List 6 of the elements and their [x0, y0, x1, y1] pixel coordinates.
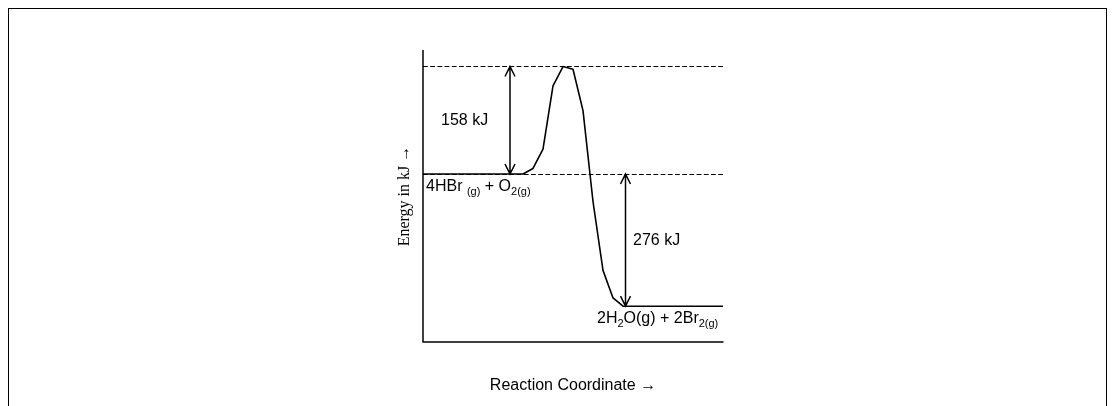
annotation: 2H$_{2}$O(g) + 2Br$_{2(g)}$	[597, 309, 719, 330]
y-axis-title: Energy in kJ →	[395, 145, 413, 247]
x-axis-title: Reaction Coordinate →	[489, 375, 657, 393]
annotation: 158 kJ	[441, 111, 489, 130]
annotation: 276 kJ	[633, 231, 681, 250]
annotation: 4HBr $_{(g)}$ + O$_{2(g)}$	[426, 176, 531, 198]
